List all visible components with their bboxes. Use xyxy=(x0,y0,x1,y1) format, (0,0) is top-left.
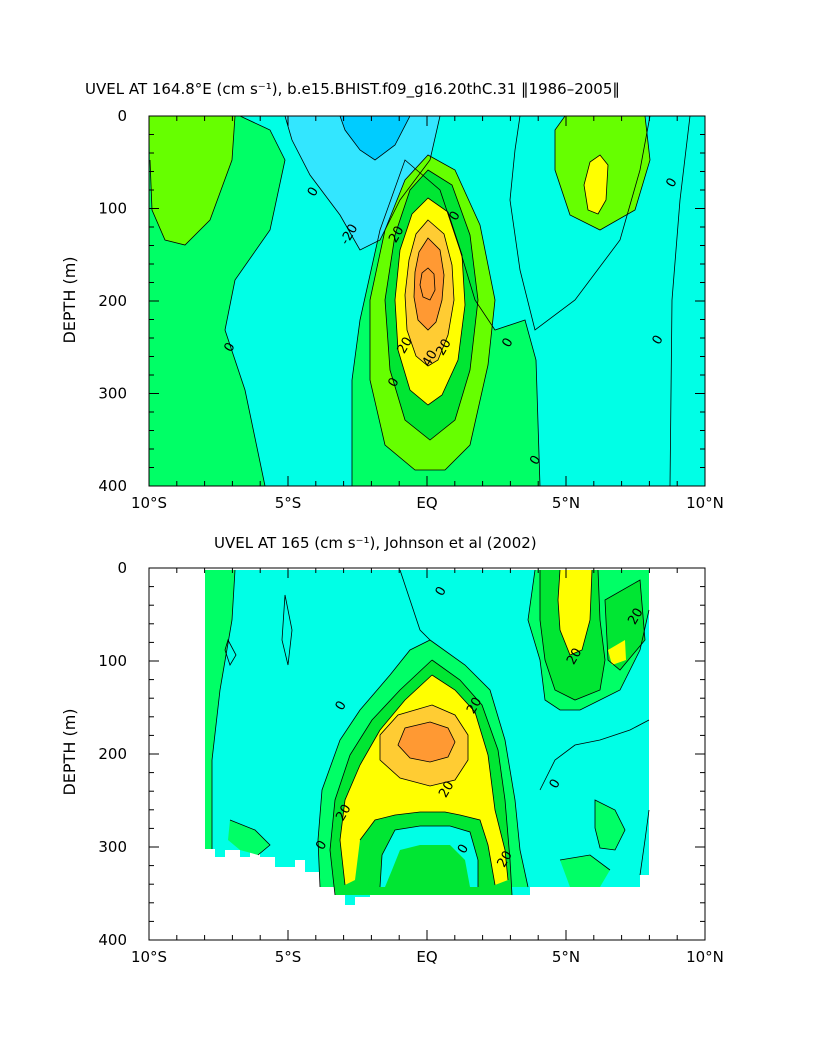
x-axis: 10°S 5°S EQ 5°N 10°N xyxy=(131,568,724,966)
y-tick-label: 300 xyxy=(98,838,127,856)
x-tick-label: 5°S xyxy=(275,494,302,512)
contour-label: 20 xyxy=(436,779,457,801)
y-tick-label: 0 xyxy=(117,107,127,125)
x-tick-label: 10°S xyxy=(131,948,167,966)
contour-label: 20 xyxy=(625,606,646,628)
y-tick-label: 400 xyxy=(98,931,127,949)
contour-label: 20 xyxy=(333,802,354,824)
contour-lines xyxy=(211,569,650,896)
x-tick-label: 5°N xyxy=(552,494,580,512)
contour-label: 20 xyxy=(386,224,407,246)
y-tick-label: 200 xyxy=(98,292,127,310)
x-tick-label: 10°N xyxy=(686,494,724,512)
x-tick-label: 5°N xyxy=(552,948,580,966)
model-panel-title: UVEL AT 164.8°E (cm s⁻¹), b.e15.BHIST.f0… xyxy=(85,80,620,99)
band-negative xyxy=(149,116,705,486)
x-tick-label: 5°S xyxy=(275,948,302,966)
x-tick-label: EQ xyxy=(416,494,437,512)
model-panel: UVEL AT 164.8°E (cm s⁻¹), b.e15.BHIST.f0… xyxy=(60,80,724,512)
contour-label: 40 xyxy=(420,348,441,370)
band-10-20-west xyxy=(149,116,235,245)
y-tick-label: 100 xyxy=(98,652,127,670)
y-tick-label: 100 xyxy=(98,200,127,218)
contour-label: 20 xyxy=(395,335,416,357)
band-10-20-pocket xyxy=(368,815,472,887)
band-negative-pocket xyxy=(380,826,478,887)
y-tick-label: 400 xyxy=(98,477,127,495)
y-axis-label: DEPTH (m) xyxy=(60,708,79,795)
x-tick-label: 10°N xyxy=(686,948,724,966)
x-tick-label: EQ xyxy=(416,948,437,966)
observation-panel-title: UVEL AT 165 (cm s⁻¹), Johnson et al (200… xyxy=(214,534,537,552)
y-tick-label: 200 xyxy=(98,745,127,763)
contour-label: 20 xyxy=(564,646,585,668)
band-minus-20 xyxy=(340,116,410,160)
band-core-euc xyxy=(419,267,436,301)
y-axis: 0 100 200 300 400 xyxy=(98,107,705,495)
band-20-30-east xyxy=(584,155,608,214)
band-40-50 xyxy=(398,722,455,762)
x-tick-label: 10°S xyxy=(131,494,167,512)
band-minus-10 xyxy=(285,116,440,250)
band-20-30 xyxy=(340,570,626,885)
y-axis-label: DEPTH (m) xyxy=(60,256,79,343)
contour-label: 20 xyxy=(495,848,516,870)
observation-panel: UVEL AT 165 (cm s⁻¹), Johnson et al (200… xyxy=(60,534,724,966)
contour-label: 20 xyxy=(433,337,454,359)
contour-label: 20 xyxy=(464,695,485,717)
x-axis: 10°S 5°S EQ 5°N 10°N xyxy=(131,116,724,512)
contour-lines xyxy=(149,116,691,486)
y-axis: 0 100 200 300 400 xyxy=(98,559,705,949)
y-tick-label: 0 xyxy=(117,559,127,577)
y-tick-label: 300 xyxy=(98,385,127,403)
